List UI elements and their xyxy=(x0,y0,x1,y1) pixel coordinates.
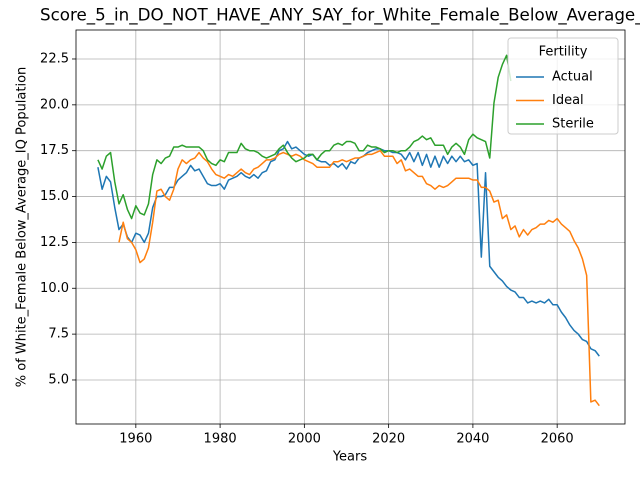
y-axis-label: % of White_Female Below_Average_IQ Popul… xyxy=(15,67,30,388)
plot-frame xyxy=(75,29,626,425)
y-tick-label: 17.5 xyxy=(40,143,69,158)
y-tick-label: 7.5 xyxy=(48,327,69,342)
x-tick-label: 1960 xyxy=(119,432,152,447)
y-tick-label: 15.0 xyxy=(40,189,69,204)
y-tick-label: 22.5 xyxy=(40,51,69,66)
x-axis-label: Years xyxy=(332,450,368,465)
x-tick-label: 2040 xyxy=(456,432,489,447)
y-tick-label: 20.0 xyxy=(40,97,69,112)
series-line xyxy=(97,140,600,357)
y-tick-label: 12.5 xyxy=(40,235,69,250)
x-tick-label: 1980 xyxy=(204,432,237,447)
legend-title: Fertility xyxy=(539,45,588,60)
legend-box xyxy=(507,37,619,135)
chart-title: Score_5_in_DO_NOT_HAVE_ANY_SAY_for_White… xyxy=(40,5,640,26)
legend-label: Ideal xyxy=(552,93,584,108)
series-line xyxy=(118,149,600,407)
y-tick-label: 10.0 xyxy=(40,281,69,296)
x-tick-label: 2000 xyxy=(288,432,321,447)
x-tick-label: 2060 xyxy=(541,432,574,447)
x-tick-label: 2020 xyxy=(372,432,405,447)
legend-label: Actual xyxy=(552,70,593,85)
series-line xyxy=(97,54,512,220)
y-tick-label: 5.0 xyxy=(48,372,69,387)
legend-label: Sterile xyxy=(552,117,594,132)
